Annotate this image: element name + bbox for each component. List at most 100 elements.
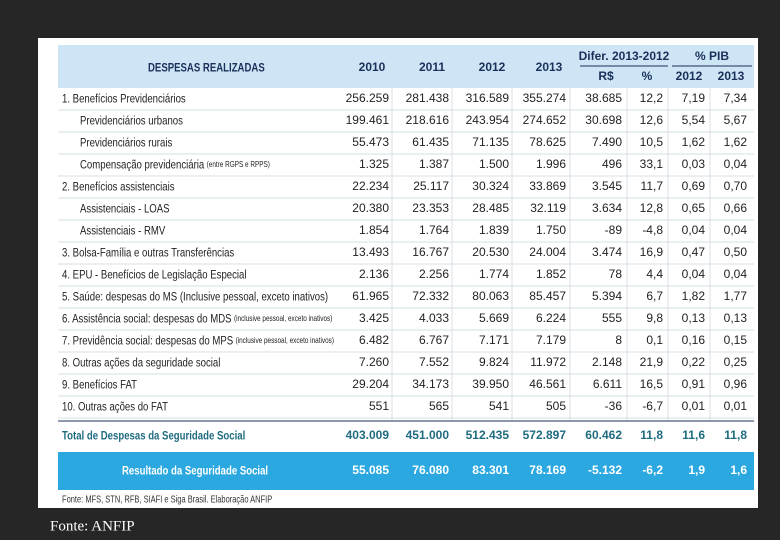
label-text: Assistenciais - LOAS — [80, 202, 170, 215]
cell: 0,65 — [682, 201, 706, 215]
cell: 8 — [615, 333, 622, 347]
result-cell: 1,6 — [730, 463, 747, 477]
cell: 85.457 — [529, 289, 566, 303]
cell: 11,7 — [641, 179, 664, 193]
cell: 23.353 — [412, 201, 449, 215]
cell: 0,1 — [646, 333, 663, 347]
cell: 7.179 — [536, 333, 566, 347]
result-cell: 76.080 — [412, 463, 449, 477]
total-cell: 403.009 — [346, 428, 390, 442]
cell: 1,62 — [724, 135, 748, 149]
cell: 5.394 — [592, 289, 622, 303]
cell: 9,8 — [646, 311, 663, 325]
cell: 316.589 — [466, 91, 510, 105]
cell: 505 — [546, 399, 566, 413]
cell: 3.634 — [592, 201, 622, 215]
cell: 1.750 — [536, 223, 566, 237]
cell: 80.063 — [472, 289, 509, 303]
cell: 1.500 — [479, 157, 509, 171]
label-text: Compensação previdenciária — [80, 158, 205, 171]
cell: 6.611 — [593, 377, 622, 391]
cell: 12,6 — [640, 113, 664, 127]
row-label: Assistenciais - RMV — [80, 224, 166, 237]
cell: 7.490 — [592, 135, 622, 149]
cell: 0,03 — [682, 157, 706, 171]
label-text: 5. Saúde: despesas do MS (Inclusive pess… — [62, 290, 328, 303]
cell: 0,66 — [724, 201, 748, 215]
result-cell: -6,2 — [642, 463, 663, 477]
label-text: 1. Benefícios Previdenciários — [62, 92, 186, 105]
cell: 0,50 — [724, 245, 748, 259]
cell: 61.435 — [412, 135, 449, 149]
label-note: (inclusive pessoal, exceto inativos) — [236, 335, 334, 345]
label-note: (entre RGPS e RPPS) — [207, 159, 270, 169]
cell: 0,04 — [724, 157, 748, 171]
cell: -89 — [605, 223, 623, 237]
cell: 1.854 — [359, 223, 389, 237]
cell: 2.136 — [359, 267, 389, 281]
row-label: 2. Benefícios assistenciais — [62, 180, 175, 193]
cell: 0,04 — [724, 223, 748, 237]
cell: 7.260 — [359, 355, 389, 369]
cell: 61.965 — [352, 289, 389, 303]
row-label: Previdenciários rurais — [80, 136, 173, 149]
label-text: 3. Bolsa-Família e outras Transferências — [62, 246, 235, 259]
cell: 13.493 — [352, 245, 389, 259]
cell: 0,04 — [682, 223, 706, 237]
cell: 6,7 — [646, 289, 663, 303]
cell: 16.767 — [412, 245, 449, 259]
header-sub: 2012 — [676, 69, 703, 83]
cell: 3.545 — [592, 179, 622, 193]
cell: 71.135 — [472, 135, 509, 149]
cell: 78 — [609, 267, 623, 281]
result-cell: 1,9 — [688, 463, 705, 477]
caption: Fonte: ANFIP — [50, 518, 135, 534]
cell: 0,70 — [724, 179, 748, 193]
cell: 7,19 — [682, 91, 706, 105]
cell: 1.996 — [536, 157, 566, 171]
cell: 5,67 — [724, 113, 748, 127]
header-sub: R$ — [598, 69, 614, 83]
cell: 0,22 — [682, 355, 706, 369]
cell: 0,13 — [682, 311, 706, 325]
cell: -36 — [605, 399, 623, 413]
cell: 28.485 — [472, 201, 509, 215]
cell: 25.117 — [413, 179, 449, 193]
cell: 0,16 — [682, 333, 706, 347]
cell: 6.482 — [359, 333, 389, 347]
cell: 46.561 — [529, 377, 566, 391]
row-label: 10. Outras ações do FAT — [62, 400, 168, 413]
cell: 20.380 — [352, 201, 389, 215]
cell: 0,01 — [682, 399, 706, 413]
cell: 496 — [602, 157, 622, 171]
total-cell: 60.462 — [585, 428, 622, 442]
label-text: Previdenciários urbanos — [80, 114, 183, 127]
label-text: Previdenciários rurais — [80, 136, 173, 149]
cell: 12,8 — [640, 201, 664, 215]
label-text: Assistenciais - RMV — [80, 224, 166, 237]
cell: 218.616 — [406, 113, 450, 127]
cell: 199.461 — [346, 113, 390, 127]
cell: 2.148 — [592, 355, 622, 369]
cell: 3.425 — [359, 311, 389, 325]
result-band — [58, 452, 754, 490]
row-label: 4. EPU - Benefícios de Legislação Especi… — [62, 268, 247, 281]
total-cell: 11,8 — [640, 428, 663, 442]
row-label: 5. Saúde: despesas do MS (Inclusive pess… — [62, 290, 328, 303]
total-cell: 11,8 — [724, 428, 747, 442]
row-label: 9. Benefícios FAT — [62, 378, 137, 391]
cell: 243.954 — [466, 113, 510, 127]
cell: 7.552 — [419, 355, 449, 369]
cell: 5.669 — [479, 311, 509, 325]
total-label: Total de Despesas da Seguridade Social — [62, 429, 245, 442]
label-text: 6. Assistência social: despesas do MDS — [62, 312, 232, 325]
cell: 34.173 — [412, 377, 449, 391]
cell: 281.438 — [406, 91, 450, 105]
cell: 4.033 — [419, 311, 449, 325]
source-note: Fonte: MFS, STN, RFB, SIAFI e Siga Brasi… — [62, 494, 272, 505]
cell: 38.685 — [585, 91, 622, 105]
row-label: Assistenciais - LOAS — [80, 202, 170, 215]
header-sub: 2013 — [718, 69, 745, 83]
cell: 21,9 — [640, 355, 664, 369]
